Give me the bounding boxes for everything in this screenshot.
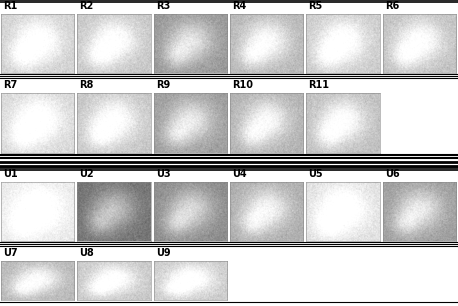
Text: U4: U4	[232, 169, 246, 179]
Text: R4: R4	[232, 1, 246, 11]
Text: U2: U2	[79, 169, 94, 179]
Text: R2: R2	[79, 1, 93, 11]
Text: R5: R5	[308, 1, 322, 11]
Text: R7: R7	[3, 80, 17, 90]
Text: R11: R11	[308, 80, 329, 90]
Text: U7: U7	[3, 248, 17, 258]
Text: R10: R10	[232, 80, 253, 90]
Text: U1: U1	[3, 169, 17, 179]
Text: U3: U3	[156, 169, 170, 179]
Text: R3: R3	[156, 1, 170, 11]
Text: R9: R9	[156, 80, 170, 90]
Text: R6: R6	[385, 1, 399, 11]
Text: U5: U5	[308, 169, 323, 179]
Text: R1: R1	[3, 1, 17, 11]
Text: R8: R8	[79, 80, 94, 90]
Text: U9: U9	[156, 248, 170, 258]
Text: U6: U6	[385, 169, 399, 179]
Text: U8: U8	[79, 248, 94, 258]
